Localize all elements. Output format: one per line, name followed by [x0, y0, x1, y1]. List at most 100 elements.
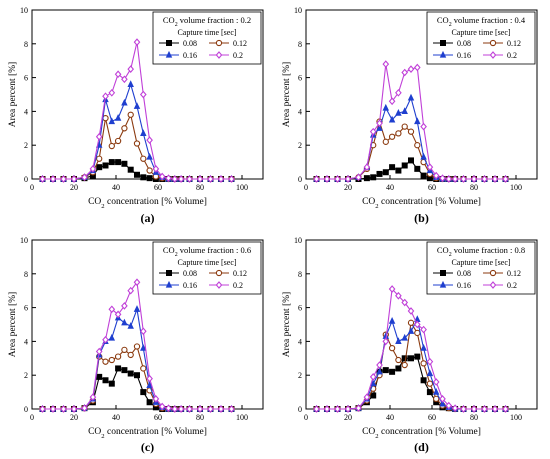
- data-point: [460, 175, 467, 183]
- data-point: [389, 164, 396, 171]
- data-point: [89, 393, 97, 402]
- series-0.2: [39, 278, 235, 413]
- data-point: [133, 171, 140, 178]
- data-point: [49, 405, 57, 413]
- data-point: [102, 335, 109, 344]
- data-point: [433, 395, 440, 403]
- data-point: [108, 356, 115, 364]
- series-0.12: [39, 111, 235, 183]
- data-point: [121, 125, 128, 132]
- x-tick-label: 40: [386, 413, 394, 422]
- data-point: [388, 115, 396, 123]
- data-point: [414, 329, 421, 337]
- annotation-title: CO2 volume fraction : 0.2: [163, 15, 251, 28]
- data-point: [133, 305, 141, 312]
- x-axis-label: CO2 concentration [% Volume]: [88, 427, 207, 440]
- data-point: [127, 370, 134, 377]
- data-point: [395, 356, 402, 364]
- data-point: [121, 160, 128, 167]
- data-point: [426, 357, 434, 366]
- annotation-title: CO2 volume fraction : 0.6: [163, 245, 251, 258]
- data-point: [388, 285, 396, 293]
- legend-marker: [489, 39, 497, 47]
- data-point: [355, 173, 362, 182]
- data-point: [420, 325, 427, 334]
- data-point: [140, 344, 147, 351]
- data-point: [401, 107, 408, 114]
- x-tick-label: 40: [386, 183, 394, 192]
- data-point: [146, 136, 153, 144]
- plot-frame: [31, 239, 264, 410]
- data-point: [382, 138, 389, 145]
- data-point: [133, 38, 141, 46]
- data-point: [133, 102, 141, 109]
- panel-label: (d): [414, 440, 429, 454]
- legend-item-0.08: 0.08: [159, 269, 197, 278]
- series-0.16: [39, 305, 235, 412]
- data-point: [70, 405, 78, 413]
- data-point: [217, 175, 225, 183]
- legend-label: 0.08: [183, 39, 197, 48]
- legend-marker: [165, 50, 173, 58]
- data-point: [102, 162, 109, 169]
- legend-marker: [439, 269, 446, 276]
- legend-label: 0.12: [507, 39, 521, 48]
- legend-marker: [489, 51, 497, 59]
- data-point: [115, 159, 122, 166]
- data-point: [158, 402, 166, 411]
- data-point: [60, 405, 67, 413]
- series-line: [316, 321, 506, 410]
- x-tick-label: 0: [304, 183, 308, 192]
- data-point: [451, 404, 459, 412]
- x-tick-label: 60: [154, 183, 162, 192]
- data-point: [395, 88, 402, 97]
- data-point: [401, 355, 408, 362]
- series-0.08: [313, 157, 509, 182]
- x-tick-label: 0: [30, 413, 34, 422]
- legend-marker: [439, 40, 446, 47]
- data-point: [108, 380, 115, 387]
- series-line: [42, 307, 232, 410]
- y-axis-label: Area percent [%]: [282, 62, 292, 127]
- data-point: [502, 175, 509, 183]
- legend-title: Capture time [sec]: [451, 28, 510, 37]
- y-axis-label: Area percent [%]: [282, 292, 292, 357]
- data-point: [127, 65, 135, 73]
- data-point: [102, 358, 109, 365]
- series-line: [316, 287, 506, 410]
- panel-label: (c): [141, 440, 154, 454]
- data-point: [395, 108, 402, 116]
- data-point: [152, 395, 160, 403]
- legend-label: 0.16: [183, 51, 197, 60]
- data-point: [369, 373, 377, 381]
- legend-label: 0.16: [457, 281, 471, 290]
- data-point: [401, 68, 409, 77]
- legend-label: 0.12: [507, 269, 521, 278]
- data-point: [395, 130, 402, 137]
- data-point: [127, 322, 134, 329]
- data-point: [108, 142, 115, 150]
- series-line: [316, 355, 506, 410]
- data-point: [146, 167, 153, 174]
- data-point: [401, 162, 408, 169]
- y-tick-label: 4: [24, 337, 28, 346]
- data-point: [127, 166, 134, 173]
- data-point: [114, 70, 122, 79]
- data-point: [217, 405, 225, 413]
- x-axis-label: CO2 concentration [% Volume]: [362, 427, 481, 440]
- data-point: [376, 119, 383, 128]
- legend-marker: [165, 40, 172, 47]
- data-point: [470, 405, 478, 413]
- data-point: [407, 327, 415, 334]
- data-point: [121, 318, 128, 326]
- x-tick-label: 100: [510, 413, 522, 422]
- data-point: [121, 346, 128, 353]
- legend-marker: [215, 39, 223, 47]
- x-axis-label: CO2 concentration [% Volume]: [362, 197, 481, 210]
- data-point: [481, 175, 488, 183]
- y-tick-label: 6: [298, 74, 302, 83]
- data-point: [407, 157, 414, 164]
- data-point: [363, 175, 370, 182]
- chart-panel-1: 0 20 40 60 80 100 0 2 4 6 8 10 CO2 concentration [% …: [8, 6, 264, 225]
